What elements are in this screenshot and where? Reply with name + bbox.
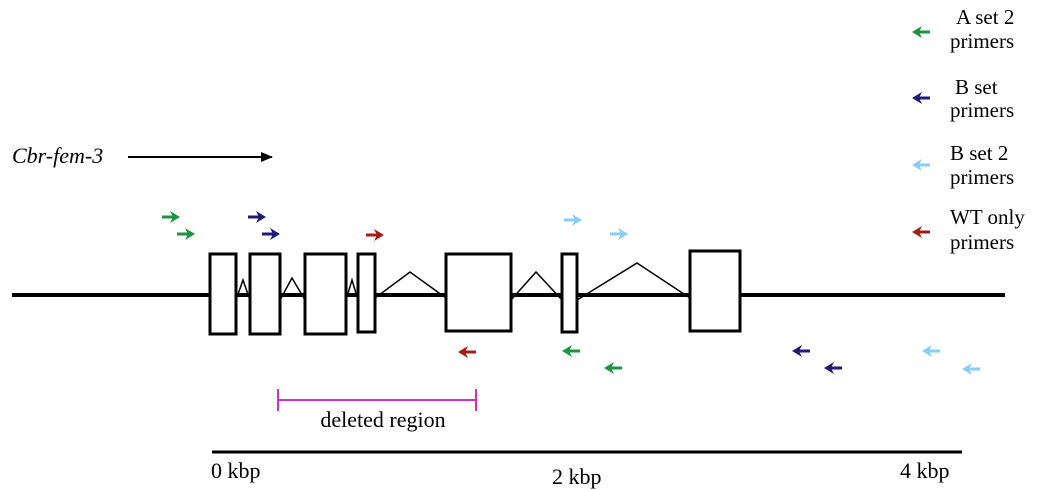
introns — [235, 262, 691, 301]
legend-label-line2: primers — [950, 98, 1014, 122]
primer-b-set-reverse-2-arrow — [824, 362, 842, 374]
primer-b-set-2-reverse-1-arrow — [922, 345, 940, 357]
primer-arrow-head — [185, 228, 195, 240]
legend-arrow-b-set-2-arrow — [912, 159, 930, 171]
primer-arrow-head — [792, 345, 802, 357]
legend-label-line2: primers — [950, 165, 1014, 189]
primer-arrow-head — [562, 345, 572, 357]
legend-item-a-set-2: A set 2 primers — [950, 5, 1014, 53]
intron-1 — [235, 277, 251, 301]
primer-arrows — [162, 211, 980, 375]
intron-4 — [374, 271, 447, 299]
legend-label-line2: primers — [950, 29, 1014, 53]
primer-arrow-head — [912, 159, 922, 171]
primer-wt-only-forward-arrow — [366, 229, 384, 241]
primer-b-set-forward-1-arrow — [248, 211, 266, 223]
legend-label-line2: primers — [950, 230, 1014, 254]
primer-arrow-head — [604, 362, 614, 374]
legend-item-b-set: B set primers — [950, 75, 1014, 122]
scale-tick-0: 0 kbp — [211, 458, 261, 483]
exon-6 — [560, 252, 579, 334]
primer-arrow-head — [922, 345, 932, 357]
primer-arrow-head — [572, 214, 582, 226]
intron-6 — [576, 262, 691, 301]
exon-4 — [356, 252, 377, 334]
exon-3 — [303, 252, 348, 336]
exon-1 — [208, 252, 238, 336]
primer-arrow-head — [824, 362, 834, 374]
primer-b-set-reverse-1-arrow — [792, 345, 810, 357]
primer-b-set-2-reverse-2-arrow — [962, 363, 980, 375]
legend-item-b-set-2: B set 2 primers — [950, 141, 1014, 189]
intron-2 — [279, 276, 306, 301]
exon-5 — [444, 252, 513, 333]
primer-a-set-2-forward-2-arrow — [177, 228, 195, 240]
legend-label-line1: A set 2 — [956, 5, 1014, 29]
primer-arrow-head — [170, 211, 180, 223]
legend-item-wt-only: WT only primers — [950, 205, 1025, 254]
gene-name-label: Cbr-fem-3 — [12, 143, 103, 168]
legend: A set 2 primers B set primers B set 2 pr… — [912, 5, 1025, 254]
exons — [208, 249, 742, 336]
deleted-region-label: deleted region — [320, 407, 445, 432]
legend-arrow-wt-only-arrow — [912, 226, 930, 238]
primer-arrow-head — [962, 363, 972, 375]
primer-arrow-head — [374, 229, 384, 241]
primer-a-set-2-forward-1-arrow — [162, 211, 180, 223]
intron-5 — [510, 270, 563, 301]
primer-b-set-2-forward-1-arrow — [564, 214, 582, 226]
legend-label-line1: B set — [955, 75, 998, 99]
primer-arrow-head — [618, 228, 628, 240]
exon-2 — [248, 252, 282, 336]
primer-b-set-forward-2-arrow — [262, 228, 280, 240]
legend-label-line1: WT only — [950, 205, 1025, 229]
primer-arrow-head — [270, 228, 280, 240]
exon-7 — [688, 249, 742, 333]
primer-arrow-head — [912, 26, 922, 38]
scale-tick-4: 4 kbp — [900, 458, 950, 483]
primer-arrow-head — [256, 211, 266, 223]
legend-arrow-a-set-2-arrow — [912, 26, 930, 38]
deleted-region-bracket — [277, 389, 477, 411]
scale-tick-2: 2 kbp — [552, 464, 602, 489]
primer-wt-only-reverse-arrow — [458, 346, 476, 358]
primer-b-set-2-forward-2-arrow — [610, 228, 628, 240]
legend-arrow-b-set-arrow — [912, 92, 930, 104]
primer-arrow-head — [912, 92, 922, 104]
primer-a-set-2-reverse-1-arrow — [562, 345, 580, 357]
intron-3 — [345, 277, 359, 301]
primer-arrow-head — [458, 346, 468, 358]
primer-arrow-head — [912, 226, 922, 238]
legend-label-line1: B set 2 — [950, 141, 1008, 165]
primer-a-set-2-reverse-2-arrow — [604, 362, 622, 374]
